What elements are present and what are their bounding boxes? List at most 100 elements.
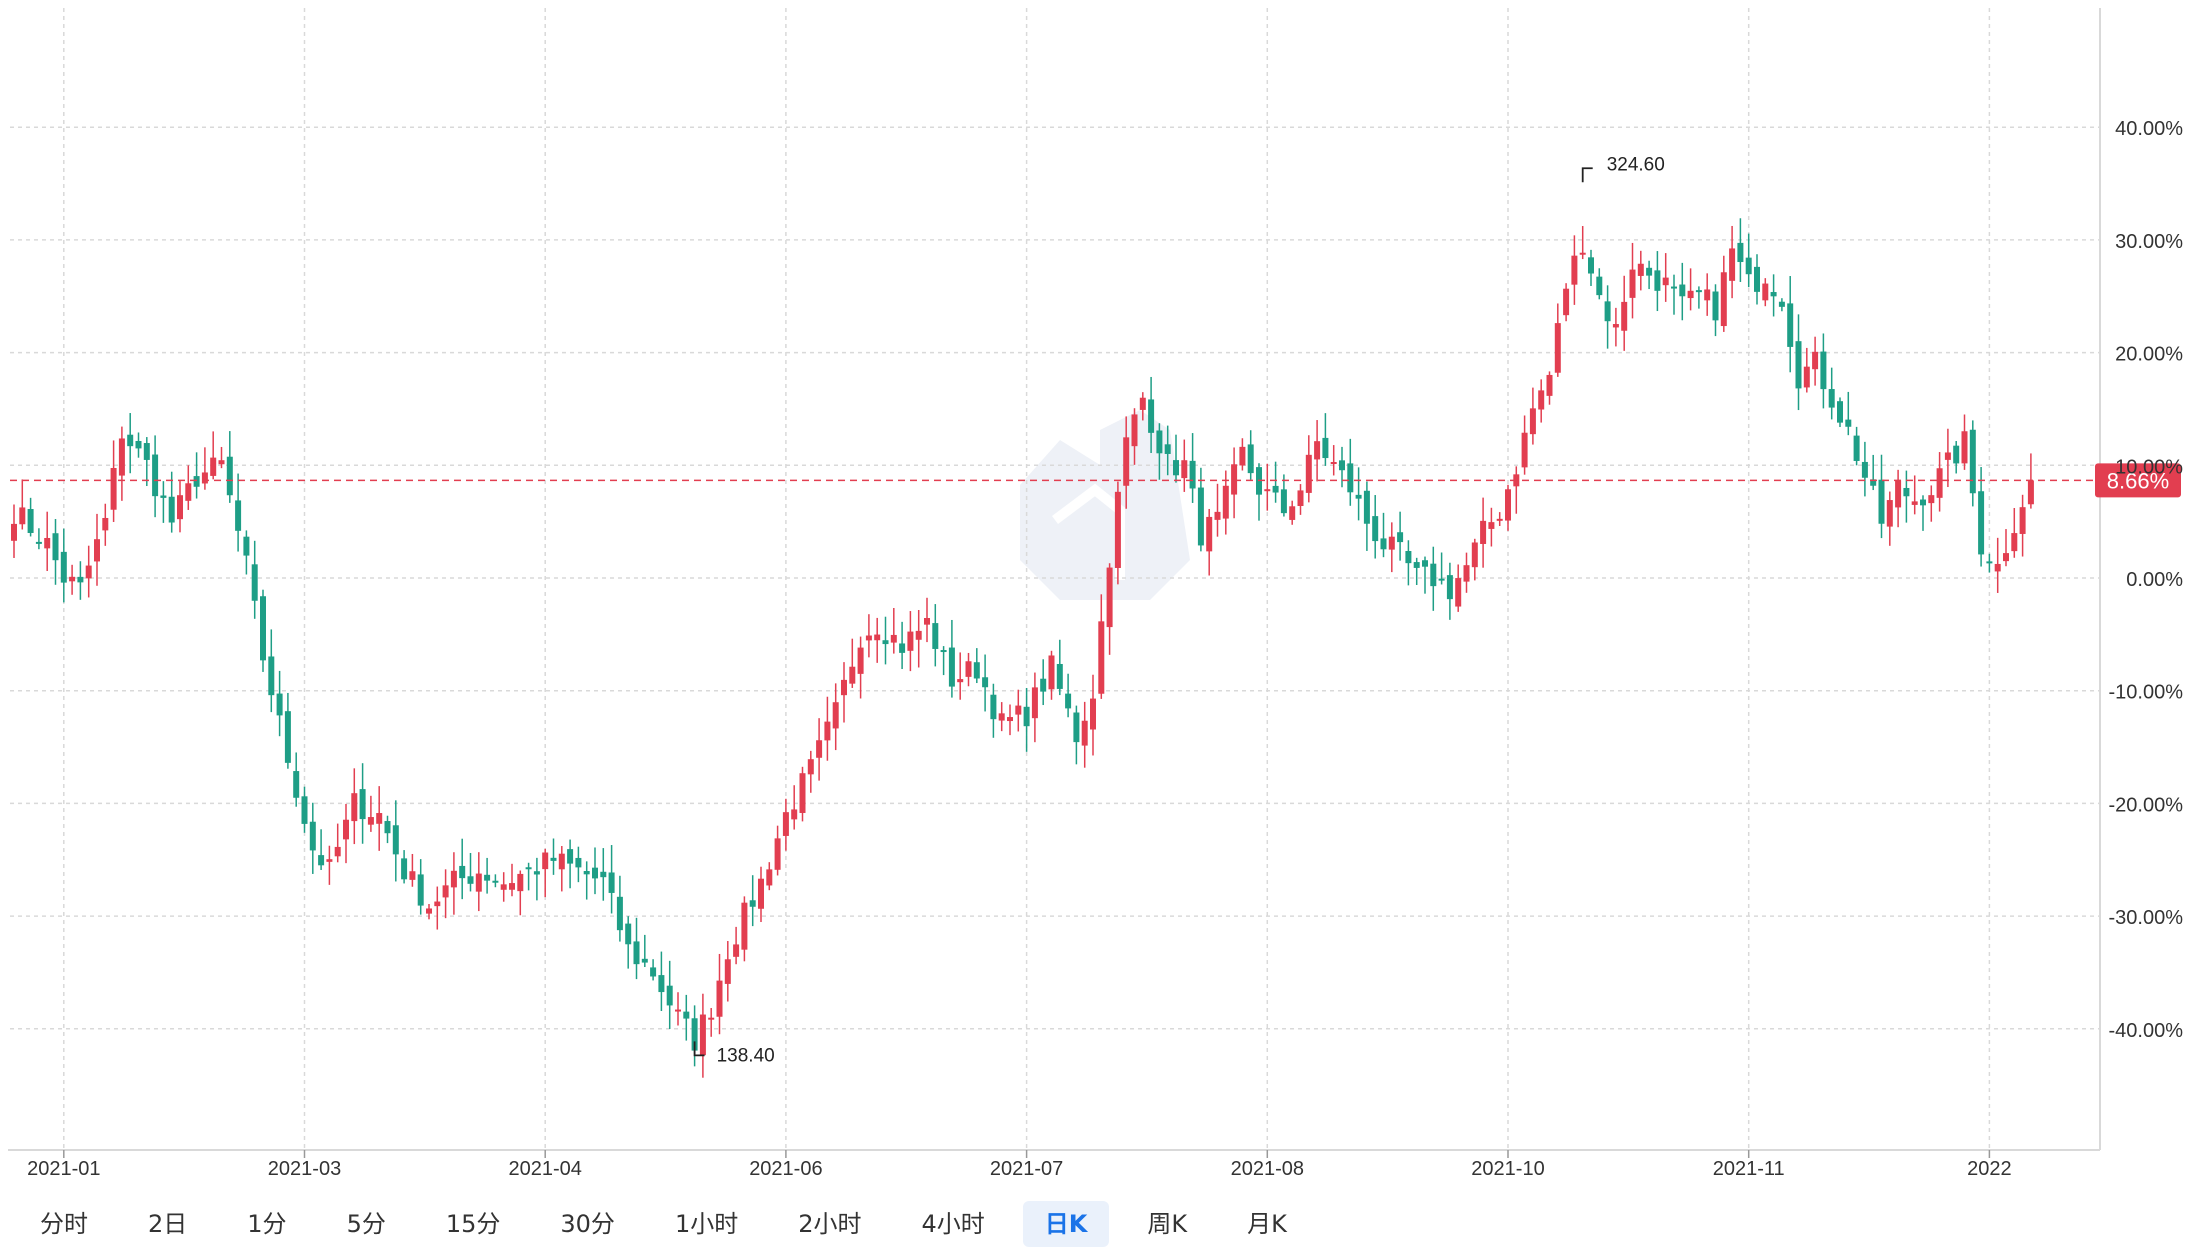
- candle: [1446, 562, 1453, 620]
- candle-body: [1662, 277, 1669, 286]
- candle-body: [450, 870, 457, 888]
- candle: [575, 846, 582, 883]
- candle-body: [1812, 351, 1819, 370]
- candle-body: [1156, 430, 1163, 454]
- y-tick-label: -20.00%: [2109, 794, 2184, 816]
- candle: [1712, 284, 1719, 337]
- candlestick-chart[interactable]: 8.66% 40.00% 30.00% 20.00% 10.00% 0.00% -10.0…: [0, 0, 2195, 1195]
- candle: [982, 654, 989, 712]
- candle: [1388, 522, 1395, 573]
- candle: [401, 850, 408, 884]
- candle-body: [915, 630, 922, 640]
- candle: [766, 862, 773, 891]
- tab-8[interactable]: 4小时: [921, 1209, 985, 1238]
- candle: [1513, 466, 1520, 514]
- candle-body: [1978, 491, 1985, 555]
- tab-1[interactable]: 2日: [148, 1209, 188, 1238]
- candle-body: [210, 457, 217, 476]
- candle: [1231, 447, 1238, 519]
- candle: [1289, 500, 1296, 525]
- candle-body: [1380, 538, 1387, 550]
- candle: [1480, 497, 1487, 568]
- candle-body: [517, 873, 524, 892]
- tab-0[interactable]: 分时: [40, 1209, 88, 1238]
- candle-body: [1563, 288, 1570, 316]
- tab-3[interactable]: 5分: [346, 1209, 386, 1238]
- candle-body: [1330, 462, 1337, 465]
- candle-body: [550, 857, 557, 861]
- candle: [533, 857, 540, 901]
- y-tick-label: -10.00%: [2109, 682, 2184, 704]
- candle: [293, 752, 300, 807]
- candle-body: [724, 959, 731, 984]
- candle: [1687, 268, 1694, 311]
- candle-body: [600, 871, 607, 878]
- candle-body: [185, 483, 192, 501]
- candle-body: [1853, 435, 1860, 461]
- tab-9[interactable]: 日K: [1022, 1200, 1110, 1247]
- candle: [1720, 255, 1727, 332]
- tab-11[interactable]: 月K: [1247, 1209, 1287, 1238]
- candle-body: [1903, 487, 1910, 497]
- candle: [1529, 387, 1536, 445]
- candle: [1430, 546, 1437, 611]
- candle: [1795, 314, 1802, 411]
- candle-body: [1762, 283, 1769, 301]
- tab-7[interactable]: 2小时: [798, 1209, 862, 1238]
- candle: [998, 702, 1005, 732]
- candle: [384, 815, 391, 844]
- y-tick-label: 40.00%: [2115, 118, 2183, 140]
- candle-body: [193, 476, 200, 487]
- candle: [268, 629, 275, 713]
- candle-body: [1729, 248, 1736, 281]
- candle: [1787, 276, 1794, 373]
- tab-2[interactable]: 1分: [247, 1209, 287, 1238]
- candle-body: [85, 565, 92, 579]
- x-axis-ticks: 2021-01 2021-03 2021-04 2021-06 2021-07 2021-…: [27, 1150, 2012, 1180]
- candle-body: [683, 1011, 690, 1019]
- candle: [1189, 433, 1196, 503]
- candle: [135, 432, 142, 458]
- tab-5[interactable]: 30分: [560, 1209, 615, 1238]
- candle: [434, 886, 441, 930]
- candle-body: [616, 896, 623, 931]
- candle: [459, 838, 466, 900]
- candle: [1297, 484, 1304, 515]
- candle: [210, 431, 217, 480]
- tab-4[interactable]: 15分: [445, 1209, 501, 1238]
- candle: [1405, 540, 1412, 586]
- candle-body: [1737, 242, 1744, 263]
- candle: [973, 648, 980, 684]
- candle: [849, 638, 856, 688]
- candle: [1081, 701, 1088, 768]
- candle: [1056, 639, 1063, 696]
- candle: [1612, 307, 1619, 347]
- tab-6[interactable]: 1小时: [674, 1209, 739, 1238]
- candle: [641, 934, 648, 968]
- candle-body: [583, 871, 590, 875]
- candle-body: [982, 677, 989, 688]
- candle: [816, 718, 823, 781]
- candle-body: [1770, 292, 1777, 297]
- candle-body: [1272, 485, 1279, 493]
- candle-body: [575, 857, 582, 868]
- candle: [201, 447, 208, 490]
- candle-body: [2003, 553, 2009, 562]
- candle-body: [1289, 506, 1296, 520]
- candle: [724, 941, 731, 1002]
- candle-body: [1712, 291, 1719, 321]
- candle-body: [824, 721, 831, 741]
- candle: [69, 564, 76, 595]
- candle: [1280, 474, 1287, 517]
- candle-body: [1546, 374, 1553, 396]
- candle-body: [484, 874, 491, 881]
- candle-body: [924, 618, 930, 625]
- y-tick-label: 20.00%: [2115, 344, 2183, 366]
- candle: [1413, 557, 1420, 585]
- candle: [1156, 423, 1163, 480]
- candle-body: [11, 523, 17, 541]
- y-tick-label: -40.00%: [2109, 1020, 2184, 1042]
- candle: [1239, 438, 1246, 471]
- tab-10[interactable]: 周K: [1147, 1209, 1188, 1238]
- candle-body: [1090, 698, 1096, 730]
